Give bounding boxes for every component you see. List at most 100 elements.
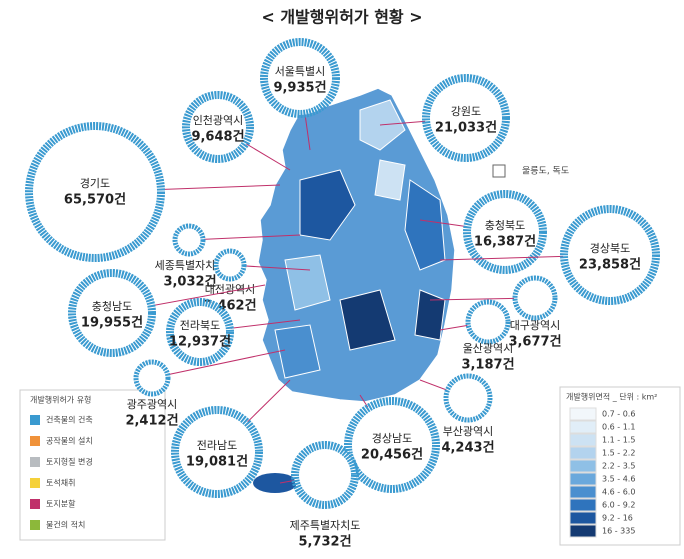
legend-swatch [569,446,597,460]
region-count: 3,677건 [508,334,561,350]
legend-label: 토지분할 [46,499,76,509]
region-name: 인천광역시 [193,113,244,127]
island-label: 울릉도, 독도 [522,166,569,177]
ring [185,94,251,160]
type-legend-title: 개발행위허가 유형 [30,395,91,405]
region-name: 대전광역시 [205,283,256,296]
ring [347,400,437,490]
region-name: 대구광역시 [510,319,561,332]
ring [28,125,162,259]
region-name: 경상남도 [372,432,412,445]
legend-swatch [30,457,40,467]
ring [294,444,356,506]
legend-label: 1.1 - 1.5 [602,436,635,445]
ring [463,190,547,274]
region-count: 21,033건 [435,120,497,136]
legend-label: 6.0 - 9.2 [602,501,635,510]
ring [263,41,337,115]
ring [260,38,340,118]
ring [512,275,558,321]
ring [563,208,657,302]
region-name: 전라남도 [197,439,237,452]
ring [466,193,544,271]
legend-swatch [30,478,40,488]
ring [135,361,169,395]
region-name: 울산광역시 [463,342,514,355]
ring [443,373,493,423]
region-count: 9,935건 [273,80,326,96]
ring [25,122,165,262]
region-name: 전라북도 [180,319,220,332]
ring [514,277,556,319]
region-count: 4,243건 [441,440,494,456]
ring [174,409,260,495]
ring [68,269,156,357]
legend-label: 토지형질 변경 [46,457,93,467]
region-count: 3,032건 [163,274,216,290]
ring [291,441,359,509]
ring [166,298,234,366]
ring [182,91,254,163]
legend-swatch [569,420,597,434]
region-name: 세종특별자치시 [155,259,226,272]
legend-swatch [569,433,597,447]
legend-label: 토석채취 [46,478,75,488]
region-name: 충청북도 [485,219,525,232]
ring [422,74,510,162]
ring [133,359,171,397]
legend-label: 16 - 335 [602,527,635,536]
region-count: 2,412건 [125,413,178,429]
legend-label: 물건의 적치 [46,520,85,530]
legend-swatch [569,511,597,525]
legend-swatch [30,415,40,425]
legend-swatch [569,459,597,473]
ring [213,248,247,282]
legend-swatch [30,499,40,509]
legend-swatch [569,524,597,538]
ring [465,299,511,345]
ring [445,375,491,421]
region-count: 65,570건 [64,192,126,208]
ring [174,225,204,255]
ring [169,301,231,363]
ring [467,301,509,343]
region-name: 서울특별시 [275,65,326,78]
legend-label: 1.5 - 2.2 [602,449,635,458]
ring [171,406,263,498]
legend-swatch [569,485,597,499]
legend-swatch [569,472,597,486]
legend-label: 4.6 - 6.0 [602,488,635,497]
connector [188,234,301,241]
region-count: 23,858건 [579,257,641,273]
ring [560,205,660,305]
legend-swatch [30,436,40,446]
ring [71,272,153,354]
region-name: 강원도 [451,105,481,118]
region-name: 부산광역시 [443,425,494,438]
page-title: < 개발행위허가 현황 > [261,8,422,27]
legend-label: 3.5 - 4.6 [602,475,635,484]
legend-swatch [569,407,597,421]
region-count: 19,955건 [81,315,143,331]
region-name: 제주특별자치도 [290,519,361,532]
region-name: 광주광역시 [127,398,178,411]
region-count: 5,732건 [298,534,351,550]
region-count: 20,456건 [361,447,423,463]
region-count: 19,081건 [186,454,248,470]
legend-label: 공작물의 설치 [46,436,93,446]
legend-swatch [30,520,40,530]
legend-label: 0.6 - 1.1 [602,423,635,432]
region-count: 9,648건 [191,129,244,145]
region-count: 16,387건 [474,234,536,250]
region-count: 12,937건 [169,334,231,350]
legend-label: 건축물의 건축 [46,415,93,425]
legend-swatch [569,498,597,512]
legend-label: 2.2 - 3.5 [602,462,635,471]
ring [215,250,245,280]
region-name: 충청남도 [92,300,132,313]
ring [172,223,206,257]
ring [425,77,507,159]
region-name: 경상북도 [590,242,630,255]
legend-label: 0.7 - 0.6 [602,410,635,419]
